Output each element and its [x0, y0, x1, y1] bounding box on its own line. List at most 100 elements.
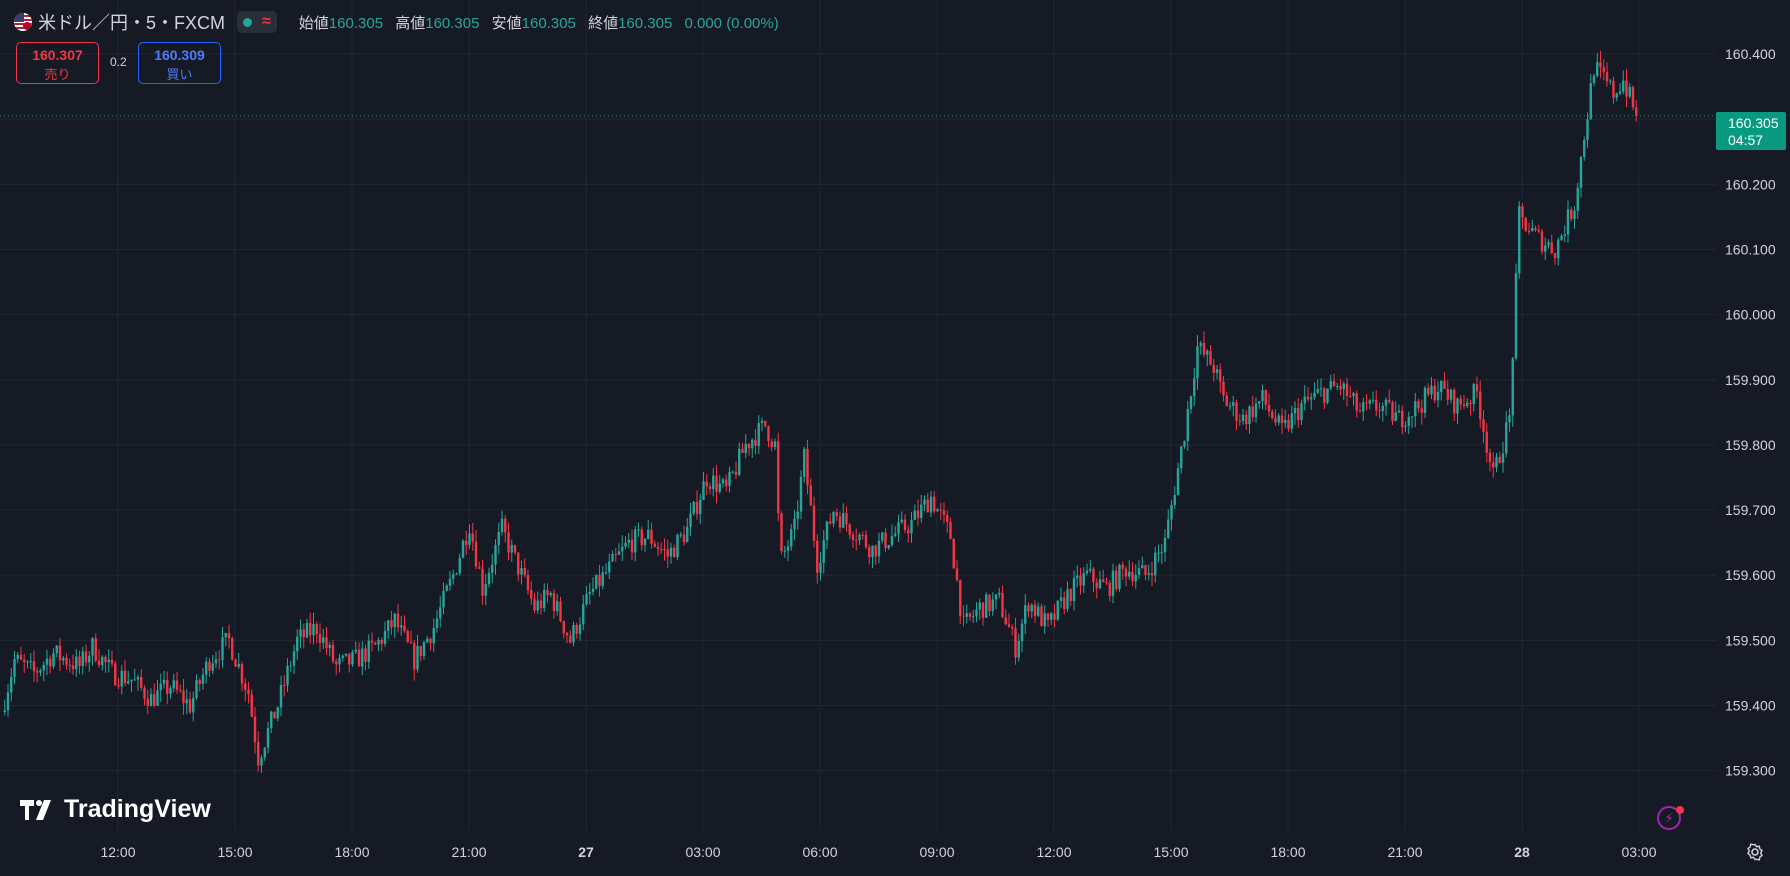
candle-body — [504, 518, 507, 533]
candle — [260, 755, 263, 773]
market-status[interactable]: ≈ — [237, 11, 277, 33]
candle — [1033, 600, 1037, 624]
candle-body — [84, 651, 88, 663]
candle-body — [617, 551, 621, 555]
tradingview-logo[interactable]: TradingView — [20, 795, 211, 824]
candle — [942, 502, 946, 524]
candle-body — [1121, 564, 1124, 569]
candle — [380, 637, 383, 652]
candle-body — [1199, 343, 1202, 347]
candle-body — [1625, 80, 1628, 97]
candle — [1183, 440, 1186, 449]
candle — [975, 602, 978, 623]
settings-gear-icon[interactable] — [1746, 843, 1764, 861]
candle — [123, 660, 127, 686]
candle-body — [1358, 410, 1362, 412]
candle — [211, 654, 214, 675]
candle — [244, 678, 247, 702]
candle-body — [1362, 402, 1365, 412]
candle-body — [897, 522, 900, 534]
candle — [887, 544, 890, 550]
candle — [738, 442, 741, 477]
candle-body — [773, 441, 777, 448]
candle-body — [552, 593, 556, 612]
candle-body — [822, 540, 825, 563]
candle — [825, 520, 829, 550]
candle-body — [338, 657, 341, 665]
candle-body — [1378, 410, 1381, 412]
sell-button[interactable]: 160.307 売り — [16, 42, 99, 84]
candle — [465, 530, 468, 556]
candle-body — [1537, 229, 1540, 232]
candle — [1069, 588, 1072, 606]
candle-body — [520, 568, 523, 575]
candle-body — [1212, 364, 1215, 373]
candle — [617, 543, 621, 556]
candle-body — [318, 633, 322, 643]
candle — [1527, 222, 1531, 235]
candle-body — [1407, 416, 1410, 426]
candle-body — [1550, 242, 1553, 254]
symbol-title[interactable]: 米ドル／円・5・FXCM — [38, 13, 226, 33]
candle — [214, 651, 218, 669]
candle — [793, 510, 796, 540]
candle — [530, 581, 533, 605]
candle — [1290, 405, 1293, 434]
candle — [734, 461, 738, 479]
candle — [1466, 398, 1469, 409]
candle — [1557, 237, 1560, 266]
candle-body — [1420, 408, 1423, 413]
candle — [185, 688, 188, 715]
candle-body — [1297, 407, 1300, 421]
price-tick-label: 159.900 — [1725, 372, 1776, 388]
candle — [650, 522, 653, 549]
candle — [751, 438, 754, 458]
candle-body — [214, 659, 218, 664]
candle-body — [1144, 565, 1147, 575]
candle — [1534, 225, 1537, 233]
candle — [1141, 556, 1144, 569]
low-label: 安値 — [491, 14, 522, 32]
candle — [68, 658, 71, 673]
candle-body — [328, 644, 331, 649]
candle — [1326, 388, 1329, 405]
candle-body — [1521, 206, 1524, 218]
candle — [1202, 331, 1206, 358]
candle — [1550, 234, 1553, 255]
candle-body — [188, 699, 192, 713]
candle-body — [1059, 597, 1063, 601]
candle — [471, 522, 474, 551]
candle — [1410, 416, 1414, 429]
candle-body — [728, 471, 731, 487]
candle-body — [1352, 393, 1355, 397]
candle — [218, 650, 221, 670]
candle — [1206, 349, 1209, 367]
candle — [377, 637, 380, 652]
candle-body — [907, 530, 910, 534]
candle-body — [237, 664, 240, 667]
candle — [1612, 76, 1615, 104]
price-tick-label: 159.700 — [1725, 502, 1776, 518]
candle — [1394, 401, 1397, 422]
candle-body — [1456, 398, 1459, 414]
candle-body — [370, 640, 374, 643]
candle-body — [1020, 623, 1024, 642]
candle-body — [556, 601, 559, 612]
lightning-icon[interactable]: ⚡ — [1657, 806, 1681, 830]
candle — [179, 684, 182, 693]
candle — [1020, 618, 1024, 653]
candle-body — [32, 661, 36, 672]
candle — [585, 585, 588, 606]
candle-body — [754, 439, 757, 447]
candle-body — [136, 676, 140, 680]
candle — [114, 660, 117, 687]
candle-body — [530, 590, 533, 599]
candle — [809, 478, 812, 506]
buy-button[interactable]: 160.309 買い — [138, 42, 221, 84]
candle-body — [348, 653, 351, 665]
candle — [419, 645, 422, 662]
candle-body — [1222, 381, 1225, 396]
candle — [673, 544, 676, 558]
candle-body — [1277, 415, 1280, 423]
